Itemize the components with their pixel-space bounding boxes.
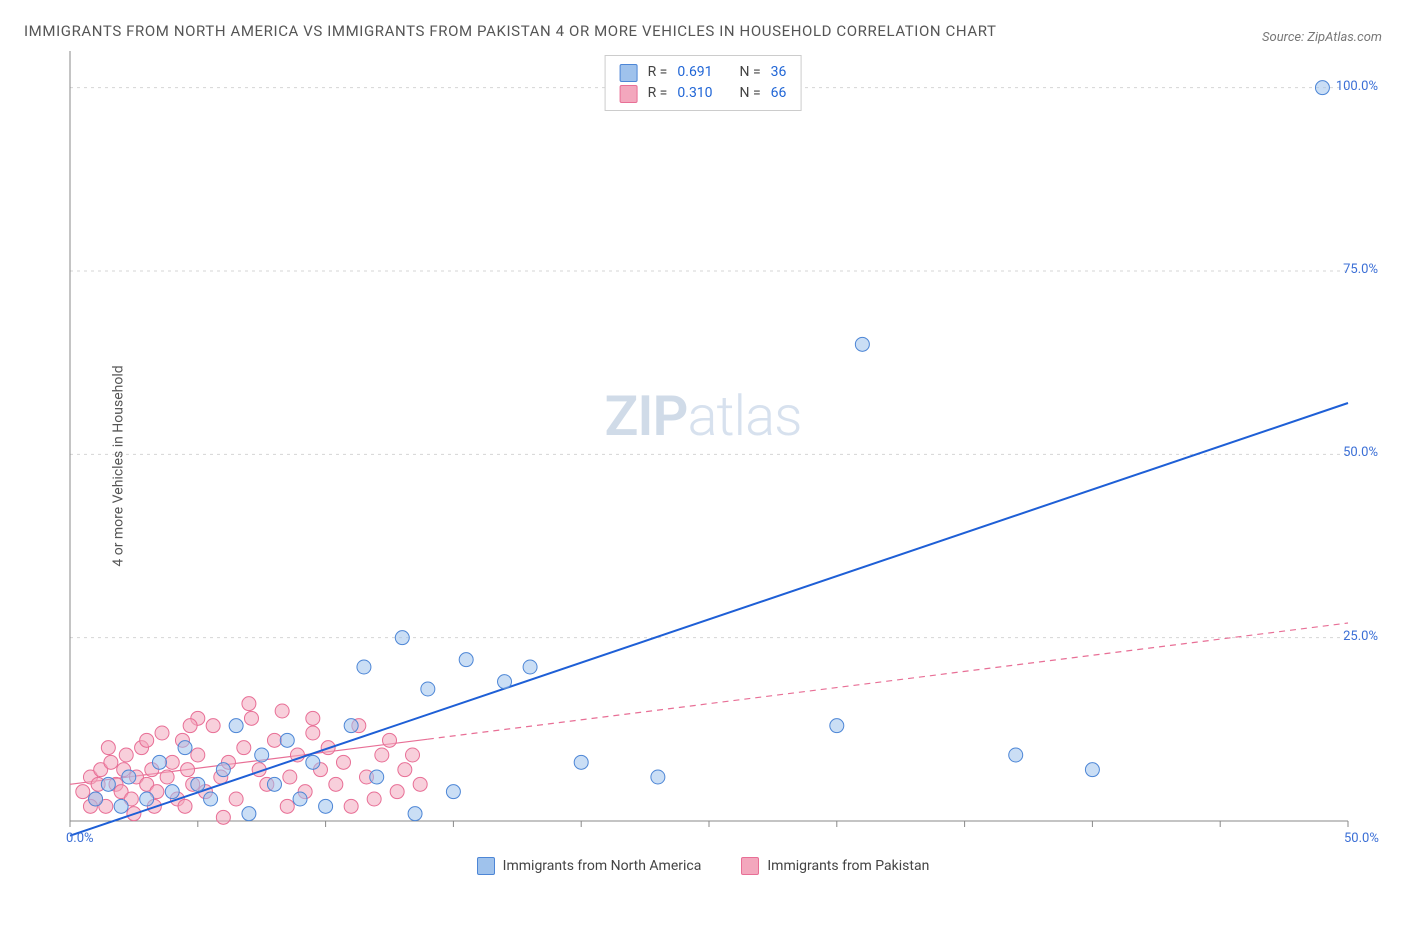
legend-item: Immigrants from North America xyxy=(477,857,702,875)
correlation-chart: 4 or more Vehicles in Household ZIPatlas… xyxy=(24,51,1382,881)
y-tick-label: 100.0% xyxy=(1336,79,1378,94)
y-tick-label: 25.0% xyxy=(1343,629,1378,644)
y-axis-label: 4 or more Vehicles in Household xyxy=(111,365,127,566)
y-tick-label: 75.0% xyxy=(1343,262,1378,277)
series-swatch xyxy=(620,64,638,82)
stats-legend: R = 0.691 N = 36R = 0.310 N = 66 xyxy=(605,55,802,111)
source-attribution: Source: ZipAtlas.com xyxy=(1262,30,1382,45)
x-tick-label: 50.0% xyxy=(1344,831,1379,846)
y-tick-label: 50.0% xyxy=(1343,445,1378,460)
stats-row: R = 0.691 N = 36 xyxy=(620,62,787,83)
x-tick-label: 0.0% xyxy=(66,831,94,846)
stats-row: R = 0.310 N = 66 xyxy=(620,83,787,104)
series-legend: Immigrants from North America Immigrants … xyxy=(24,857,1382,875)
series-swatch xyxy=(741,857,759,875)
series-swatch xyxy=(477,857,495,875)
legend-item: Immigrants from Pakistan xyxy=(741,857,929,875)
series-swatch xyxy=(620,85,638,103)
page-title: IMMIGRANTS FROM NORTH AMERICA VS IMMIGRA… xyxy=(24,18,997,45)
chart-svg xyxy=(24,51,1382,851)
